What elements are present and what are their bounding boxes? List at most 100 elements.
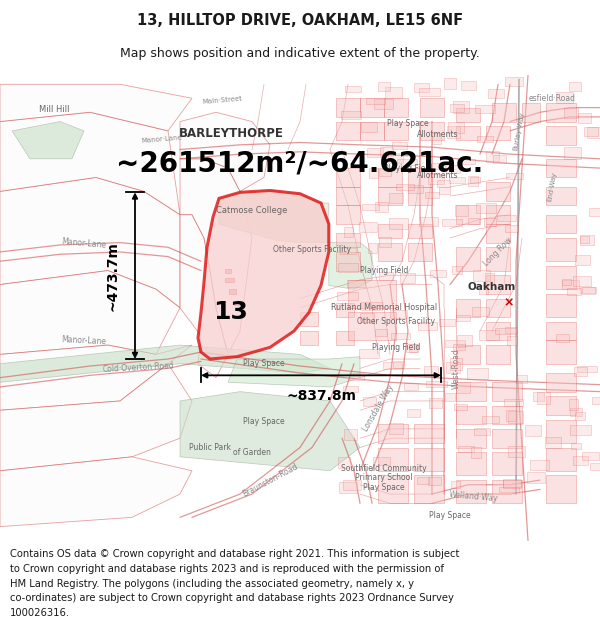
Bar — [504, 399, 523, 406]
Bar — [505, 328, 517, 333]
Bar — [493, 156, 506, 163]
Bar — [578, 113, 591, 123]
Bar — [409, 344, 418, 351]
Bar — [363, 396, 376, 406]
Bar — [574, 367, 587, 376]
Bar — [225, 278, 234, 282]
Bar — [378, 242, 402, 261]
Bar — [492, 480, 522, 503]
Bar — [456, 248, 480, 271]
Bar — [456, 382, 486, 401]
Bar — [336, 252, 360, 271]
Bar — [449, 177, 465, 182]
Bar — [546, 322, 576, 341]
Polygon shape — [0, 84, 192, 131]
Bar — [389, 423, 403, 434]
Text: Braunston-Road: Braunston-Road — [241, 462, 299, 499]
Bar — [546, 341, 576, 364]
Polygon shape — [180, 159, 252, 354]
Text: to Crown copyright and database rights 2023 and is reproduced with the permissio: to Crown copyright and database rights 2… — [10, 564, 443, 574]
Bar — [453, 101, 469, 112]
Bar — [336, 303, 354, 317]
Bar — [336, 187, 360, 206]
Bar — [348, 280, 396, 308]
Text: co-ordinates) are subject to Crown copyright and database rights 2023 Ordnance S: co-ordinates) are subject to Crown copyr… — [10, 593, 454, 603]
Bar — [479, 330, 499, 341]
Bar — [546, 419, 576, 443]
Bar — [515, 374, 527, 384]
Bar — [530, 459, 549, 470]
Bar — [590, 463, 600, 470]
Bar — [546, 266, 576, 289]
Bar — [337, 292, 358, 300]
Bar — [426, 381, 447, 387]
Bar — [522, 103, 540, 121]
Bar — [348, 312, 396, 341]
Text: Main·Street: Main·Street — [202, 96, 242, 106]
Text: Play Space: Play Space — [363, 482, 405, 492]
Text: Cold·Overton·Road: Cold·Overton·Road — [102, 361, 174, 374]
Bar — [485, 273, 494, 285]
Bar — [336, 168, 360, 187]
Text: Public Park: Public Park — [189, 443, 231, 452]
Bar — [486, 322, 510, 341]
Bar — [300, 331, 318, 345]
Bar — [378, 224, 402, 238]
Bar — [456, 315, 470, 321]
Bar — [453, 344, 466, 350]
Bar — [390, 309, 407, 318]
Text: Manor-Lane: Manor-Lane — [61, 335, 107, 346]
Bar — [384, 121, 408, 140]
Bar — [361, 122, 377, 132]
Bar — [378, 82, 390, 91]
Bar — [360, 98, 384, 117]
Bar — [461, 81, 476, 91]
Bar — [374, 99, 394, 109]
Bar — [379, 169, 391, 176]
Polygon shape — [180, 392, 360, 471]
Bar — [380, 147, 393, 156]
Bar — [429, 163, 445, 169]
Bar — [486, 224, 510, 243]
Bar — [456, 345, 480, 364]
Bar — [378, 448, 408, 471]
Bar — [571, 443, 581, 449]
Polygon shape — [12, 121, 84, 159]
Text: Play Space: Play Space — [429, 511, 471, 519]
Bar — [420, 121, 444, 140]
Bar — [344, 227, 353, 237]
Bar — [546, 214, 576, 233]
Bar — [546, 373, 576, 392]
Bar — [545, 437, 562, 448]
Bar — [506, 336, 517, 345]
Bar — [369, 168, 379, 177]
Bar — [378, 168, 402, 187]
Bar — [417, 478, 429, 484]
Bar — [366, 98, 385, 104]
Bar — [505, 226, 518, 232]
Text: HM Land Registry. The polygons (including the associated geometry, namely x, y: HM Land Registry. The polygons (includin… — [10, 579, 413, 589]
Bar — [229, 289, 236, 294]
Bar — [378, 424, 408, 443]
Bar — [340, 482, 357, 493]
Bar — [503, 480, 521, 487]
Bar — [572, 276, 591, 286]
Bar — [376, 202, 388, 212]
Bar — [360, 121, 384, 140]
Bar — [457, 336, 472, 346]
Text: Lonsdale Way: Lonsdale Way — [361, 383, 395, 433]
Bar — [451, 481, 460, 488]
Bar — [341, 111, 361, 119]
Bar — [486, 275, 510, 294]
Text: Rutland Memorial Hospital: Rutland Memorial Hospital — [331, 303, 437, 312]
Bar — [467, 368, 488, 379]
Bar — [575, 255, 590, 265]
Bar — [499, 487, 519, 492]
Bar — [379, 272, 393, 279]
Polygon shape — [0, 271, 180, 354]
Bar — [408, 187, 432, 206]
Bar — [546, 103, 576, 121]
Bar — [425, 192, 439, 198]
Bar — [457, 382, 470, 393]
Bar — [455, 205, 468, 216]
